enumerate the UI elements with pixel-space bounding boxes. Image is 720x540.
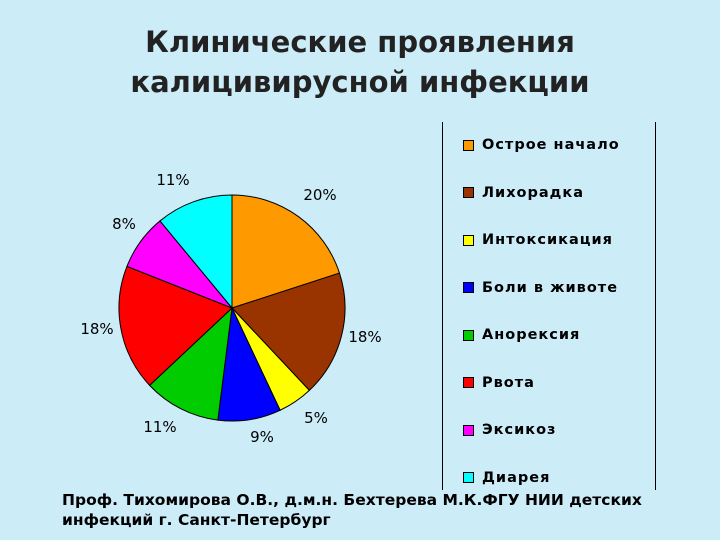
legend-item-6: Рвота [463,373,535,393]
legend-label: Острое начало [482,137,620,153]
slice-label-6: 18% [80,320,113,338]
title-line-2: калицивирусной инфекции [130,65,590,99]
legend-item-2: Лихорадка [463,183,584,203]
legend-label: Лихорадка [482,184,585,201]
legend-swatch [463,377,474,388]
slide-title: Клинические проявления калицивирусной ин… [0,22,720,102]
legend-swatch [463,139,474,151]
slice-label-7: 8% [112,215,136,233]
footer-line-1: Проф. Тихомирова О.В., д.м.н. Бехтерева … [62,491,642,509]
slide-footer: Проф. Тихомирова О.В., д.м.н. Бехтерева … [62,490,712,530]
legend-swatch [463,329,474,341]
legend-swatch [463,187,474,198]
legend-label: Интоксикация [482,232,613,248]
pie-slice-6 [118,265,233,387]
slice-label-1: 20% [303,186,336,204]
pie-slice-8 [159,194,233,310]
legend-swatch [463,234,474,246]
legend-item-4: Боли в животе [463,278,618,298]
legend-label: Диарея [482,469,551,486]
slice-label-8: 11% [156,171,189,189]
pie-slice-2 [231,272,346,392]
legend-swatch [463,424,474,436]
slice-label-5: 11% [143,418,176,436]
title-line-1: Клинические проявления [145,25,575,59]
pie-slice-1 [231,194,341,309]
legend-label: Боли в животе [482,279,619,296]
legend-label: Анорексия [482,327,581,343]
chart-legend: Острое начало Лихорадка Интоксикация Боли в… [442,122,656,490]
legend-item-3: Интоксикация [463,230,613,250]
legend-swatch [463,472,474,483]
legend-item-5: Анорексия [463,325,580,345]
legend-label: Эксикоз [482,422,557,438]
legend-item-1: Острое начало [463,135,620,155]
slice-label-3: 5% [304,409,328,427]
footer-line-2: инфекций г. Санкт-Петербург [62,511,331,529]
legend-item-7: Эксикоз [463,420,556,440]
legend-label: Рвота [482,374,535,391]
legend-swatch [463,282,474,293]
slice-label-2: 18% [348,328,381,346]
legend-item-8: Диарея [463,468,550,488]
pie-slice-5 [148,306,233,421]
slice-label-4: 9% [250,428,274,446]
